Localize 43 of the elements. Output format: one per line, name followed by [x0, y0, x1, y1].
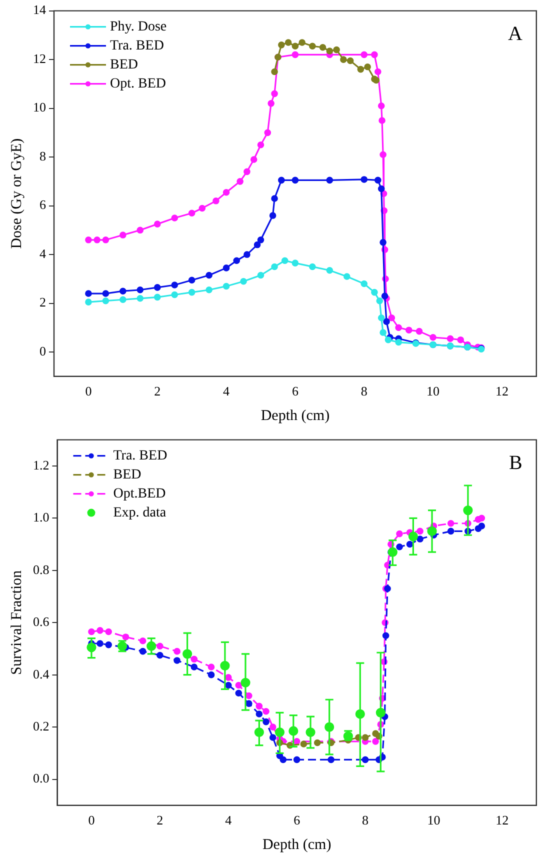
y-tick-label: 1.2 [33, 457, 50, 472]
legend-label: Phy. Dose [110, 19, 167, 34]
x-tick-label: 2 [156, 812, 164, 828]
y-tick-label: 0 [40, 343, 46, 358]
x-tick-label: 0 [85, 384, 92, 399]
legend-label: BED [113, 467, 142, 482]
legend-label: Tra. BED [113, 448, 168, 464]
y-tick-label: 0.8 [33, 562, 50, 577]
legend-label: Opt.BED [113, 486, 166, 502]
y-tick-label: 0.6 [33, 614, 50, 630]
x-tick-label: 12 [495, 384, 508, 399]
x-tick-label: 10 [426, 384, 440, 399]
x-tick-label: 12 [496, 812, 509, 828]
y-axis-title: Dose (Gy or GyE) [8, 138, 25, 249]
x-tick-label: 4 [223, 384, 230, 399]
y-tick-label: 0.2 [33, 718, 50, 734]
x-tick-label: 10 [427, 812, 440, 828]
y-tick-label: 12 [33, 50, 46, 66]
x-axis-title: Depth (cm) [262, 836, 332, 853]
y-tick-label: 1.0 [33, 510, 50, 525]
legend-label: Opt. BED [110, 76, 166, 92]
annotation: B [509, 452, 522, 474]
y-tick-label: 4 [40, 246, 46, 261]
x-axis-title: Depth (cm) [260, 408, 330, 424]
x-tick-label: 6 [294, 812, 301, 828]
y-tick-label: 0.0 [33, 770, 50, 786]
x-tick-label: 2 [154, 384, 161, 399]
y-tick-label: 2 [40, 294, 46, 310]
y-tick-label: 10 [33, 100, 46, 115]
x-tick-label: 0 [88, 812, 95, 828]
y-tick-label: 8 [40, 148, 46, 164]
legend-label: Tra. BED [110, 38, 164, 54]
x-tick-label: 8 [362, 812, 369, 828]
legend-label: Exp. data [113, 505, 167, 520]
y-axis-title: Survival Fraction [8, 570, 25, 675]
y-tick-label: 6 [40, 197, 46, 212]
legend-label: BED [110, 57, 138, 72]
x-tick-label: 4 [225, 812, 232, 828]
x-tick-label: 8 [360, 384, 368, 399]
annotation: A [508, 23, 523, 46]
x-tick-label: 6 [292, 384, 299, 399]
y-tick-label: 14 [33, 2, 46, 18]
y-tick-label: 0.4 [33, 666, 50, 682]
